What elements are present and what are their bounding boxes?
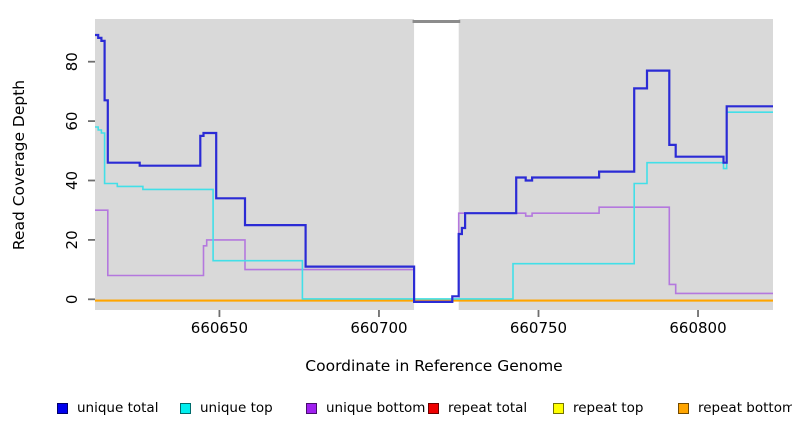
legend-item-unique-top: unique top	[180, 399, 273, 417]
legend-label: repeat total	[448, 400, 528, 416]
legend-label: unique top	[200, 400, 273, 416]
coverage-chart: 660650 660700 660750 660800 0 20 40 60 80 Coordi…	[10, 18, 773, 375]
legend-swatch-unique-total	[57, 402, 68, 414]
y-tick-label: 20	[63, 230, 81, 249]
x-tick-label: 660650	[191, 319, 248, 337]
series-line-unique-top	[95, 111, 773, 300]
legend-swatch-repeat-bottom	[678, 402, 689, 414]
legend-label: unique total	[77, 400, 159, 416]
plot-area	[95, 18, 773, 310]
x-axis-title: Coordinate in Reference Genome	[305, 357, 562, 375]
legend-item-repeat-total: repeat total	[428, 399, 527, 417]
x-tick-label: 660800	[669, 319, 726, 337]
legend-item-unique-total: unique total	[57, 399, 158, 417]
chart-legend: unique total unique top unique bottom repea…	[0, 399, 792, 425]
legend-label: unique bottom	[326, 400, 426, 416]
x-tick-label: 660750	[510, 319, 567, 337]
legend-swatch-repeat-top	[553, 402, 564, 414]
legend-label: repeat top	[573, 400, 644, 416]
legend-item-repeat-bottom: repeat bottom	[678, 399, 792, 417]
y-axis-title: Read Coverage Depth	[10, 80, 28, 250]
y-tick-label: 80	[63, 52, 81, 71]
axes-ticks: 660650 660700 660750 660800 0 20 40 60 80	[63, 52, 727, 337]
y-tick-label: 0	[63, 295, 81, 305]
coverage-gap-region	[414, 18, 459, 310]
series-lines	[95, 33, 773, 303]
legend-swatch-unique-bottom	[306, 402, 317, 414]
legend-item-unique-bottom: unique bottom	[306, 399, 425, 417]
x-tick-label: 660700	[350, 319, 407, 337]
legend-swatch-unique-top	[180, 402, 191, 414]
series-line-unique-total	[95, 33, 773, 303]
legend-label: repeat bottom	[698, 400, 792, 416]
legend-swatch-repeat-total	[428, 402, 439, 414]
legend-item-repeat-top: repeat top	[553, 399, 643, 417]
y-tick-label: 60	[63, 112, 81, 131]
y-tick-label: 40	[63, 171, 81, 190]
